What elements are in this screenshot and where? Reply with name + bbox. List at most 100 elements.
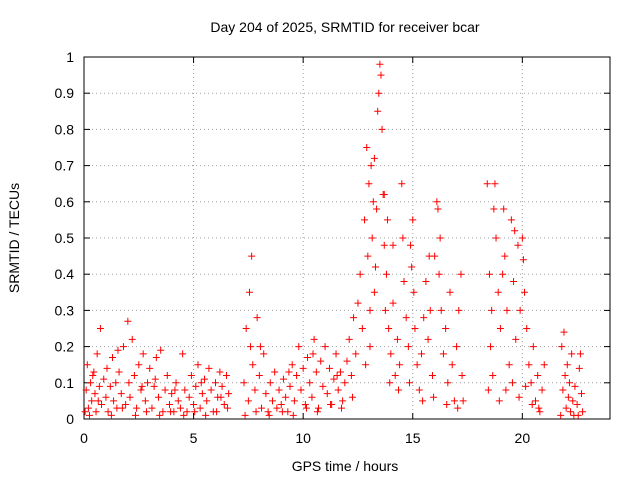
data-point (484, 386, 492, 394)
y-axis-title: SRMTID / TECUs (6, 183, 22, 293)
data-point (155, 393, 163, 401)
data-point (265, 411, 273, 419)
data-point (399, 234, 407, 242)
data-point (87, 379, 95, 387)
data-point (367, 162, 375, 170)
data-point (571, 382, 579, 390)
data-point (90, 368, 98, 376)
data-point (492, 234, 500, 242)
data-point (347, 372, 355, 380)
data-point (496, 325, 504, 332)
data-point (310, 335, 318, 343)
data-point (251, 386, 259, 394)
data-point (343, 357, 351, 365)
data-point (437, 306, 445, 314)
data-point (205, 364, 213, 372)
data-point (562, 404, 570, 412)
data-point (192, 382, 200, 390)
data-point (83, 361, 91, 369)
data-point (103, 364, 111, 372)
data-point (180, 411, 188, 419)
data-point (411, 325, 419, 332)
data-point (495, 397, 503, 405)
data-point (148, 404, 156, 412)
data-point (488, 306, 496, 314)
y-tick-label: 0.1 (55, 375, 75, 391)
data-point (377, 71, 385, 79)
data-points (81, 60, 587, 419)
data-point (137, 386, 145, 394)
data-point (339, 397, 347, 405)
data-point (297, 386, 305, 394)
y-tick-label: 1 (66, 49, 74, 65)
data-point (333, 372, 341, 380)
data-point (135, 361, 143, 369)
data-point (501, 252, 509, 260)
data-point (115, 368, 123, 376)
data-point (202, 411, 210, 419)
y-axis-tick-labels: 0 0.1 0.2 0.3 0.4 0.5 0.6 0.7 0.8 0.9 1 (55, 49, 75, 427)
data-point (198, 390, 206, 398)
data-point (255, 372, 263, 380)
data-point (181, 386, 189, 394)
data-point (317, 357, 325, 365)
data-point (96, 325, 104, 332)
y-tick-label: 0.4 (55, 266, 75, 282)
data-point (249, 361, 257, 369)
data-point (197, 379, 205, 387)
data-point (141, 397, 149, 405)
data-point (190, 401, 198, 409)
data-point (404, 343, 412, 351)
data-point (119, 343, 127, 351)
data-point (106, 382, 114, 390)
x-tick-label: 20 (515, 430, 531, 446)
data-point (118, 404, 126, 412)
data-point (299, 364, 307, 372)
data-point (384, 216, 392, 224)
data-point (393, 335, 401, 343)
data-point (157, 346, 165, 354)
data-point (256, 343, 264, 351)
data-point (576, 350, 584, 358)
data-point (273, 404, 281, 412)
data-point (112, 379, 120, 387)
data-point (130, 372, 138, 380)
data-point (277, 401, 285, 409)
data-point (362, 361, 370, 369)
data-point (434, 205, 442, 213)
data-point (490, 205, 498, 213)
data-point (258, 404, 266, 412)
data-point (529, 343, 537, 351)
data-point (364, 252, 372, 260)
data-point (89, 372, 97, 380)
axis-ticks (83, 56, 610, 420)
data-point (289, 411, 297, 419)
data-point (361, 216, 369, 224)
data-point (373, 205, 381, 213)
data-point (425, 252, 433, 260)
data-point (365, 180, 373, 188)
data-point (459, 397, 467, 405)
data-point (260, 350, 268, 358)
data-point (419, 397, 427, 405)
data-point (510, 277, 518, 285)
data-point (565, 379, 573, 387)
x-tick-label: 0 (80, 430, 88, 446)
data-point (426, 306, 434, 314)
data-point (455, 306, 463, 314)
data-point (84, 404, 92, 412)
data-point (415, 386, 423, 394)
data-point (371, 263, 379, 271)
data-point (213, 408, 221, 416)
data-point (293, 372, 301, 380)
data-point (579, 408, 587, 416)
x-axis-tick-labels: 0 5 10 15 20 (80, 430, 530, 446)
data-point (448, 361, 456, 369)
data-point (352, 350, 360, 358)
data-point (104, 408, 112, 416)
data-point (95, 382, 103, 390)
data-point (433, 198, 441, 206)
data-point (569, 397, 577, 405)
data-point (561, 372, 569, 380)
